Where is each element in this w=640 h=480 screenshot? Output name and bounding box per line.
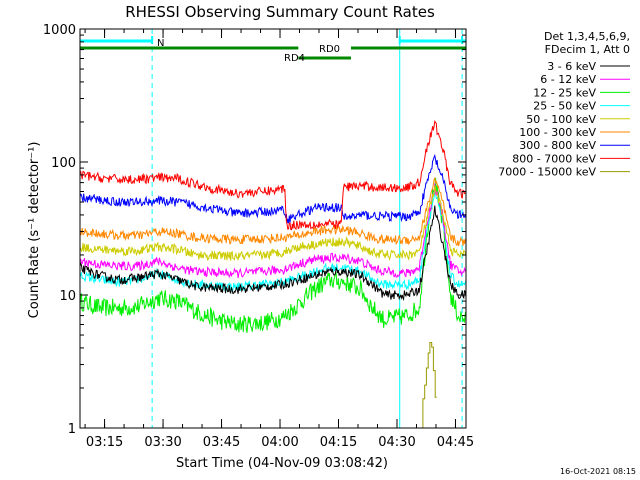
x-tick-label-5: 04:30 — [378, 435, 415, 450]
x-tick-label-0: 03:15 — [86, 435, 123, 450]
y-tick-label-1: 10 — [59, 289, 76, 304]
legend-label-0: 3 - 6 keV — [547, 60, 596, 73]
series-trace-1 — [79, 183, 467, 279]
series-trace-3 — [79, 191, 467, 292]
mode-label-n: N — [157, 38, 164, 49]
x-axis-label: Start Time (04-Nov-09 03:08:42) — [176, 456, 388, 471]
plot-area: N RD0 RD4 1 10 100 1000 03:15 03:30 03:45 04:00 04:… — [43, 23, 474, 450]
chart-title: RHESSI Observing Summary Count Rates — [125, 3, 435, 21]
y-tick-label-2: 100 — [51, 156, 76, 171]
x-tick-label-2: 03:45 — [203, 435, 240, 450]
series-trace-2 — [79, 177, 467, 333]
legend-label-6: 300 - 800 keV — [519, 139, 596, 152]
legend-label-5: 100 - 300 keV — [519, 126, 596, 139]
legend-label-8: 7000 - 15000 keV — [498, 166, 596, 179]
x-tick-label-4: 04:15 — [320, 435, 357, 450]
series-trace-7 — [79, 120, 467, 231]
legend-label-4: 50 - 100 keV — [526, 113, 596, 126]
legend-label-7: 800 - 7000 keV — [512, 152, 596, 165]
x-tick-label-6: 04:45 — [437, 435, 474, 450]
series-trace-8 — [421, 342, 437, 429]
y-axis-label: Count Rate (s⁻¹ detector⁻¹) — [27, 142, 42, 319]
legend-label-2: 12 - 25 keV — [533, 86, 596, 99]
y-tick-label-0: 1 — [68, 422, 76, 437]
legend-header-1: FDecim 1, Att 0 — [545, 43, 630, 56]
series-trace-5 — [79, 176, 467, 247]
legend-label-1: 6 - 12 keV — [540, 73, 596, 86]
series-trace-4 — [80, 185, 467, 262]
series-trace-6 — [79, 153, 467, 224]
x-tick-label-1: 03:30 — [144, 435, 181, 450]
plot-frame — [79, 28, 467, 429]
x-tick-label-3: 04:00 — [261, 435, 298, 450]
y-tick-label-3: 1000 — [43, 23, 76, 38]
mode-label-rd0: RD0 — [319, 44, 340, 55]
legend-header-0: Det 1,3,4,5,6,9, — [544, 30, 630, 43]
mode-label-rd4: RD4 — [284, 53, 305, 64]
legend: Det 1,3,4,5,6,9,FDecim 1, Att 0 3 - 6 keV… — [498, 30, 630, 179]
series-trace-0 — [79, 205, 467, 302]
footer-timestamp: 16-Oct-2021 08:15 — [560, 467, 636, 476]
legend-label-3: 25 - 50 keV — [533, 100, 596, 113]
